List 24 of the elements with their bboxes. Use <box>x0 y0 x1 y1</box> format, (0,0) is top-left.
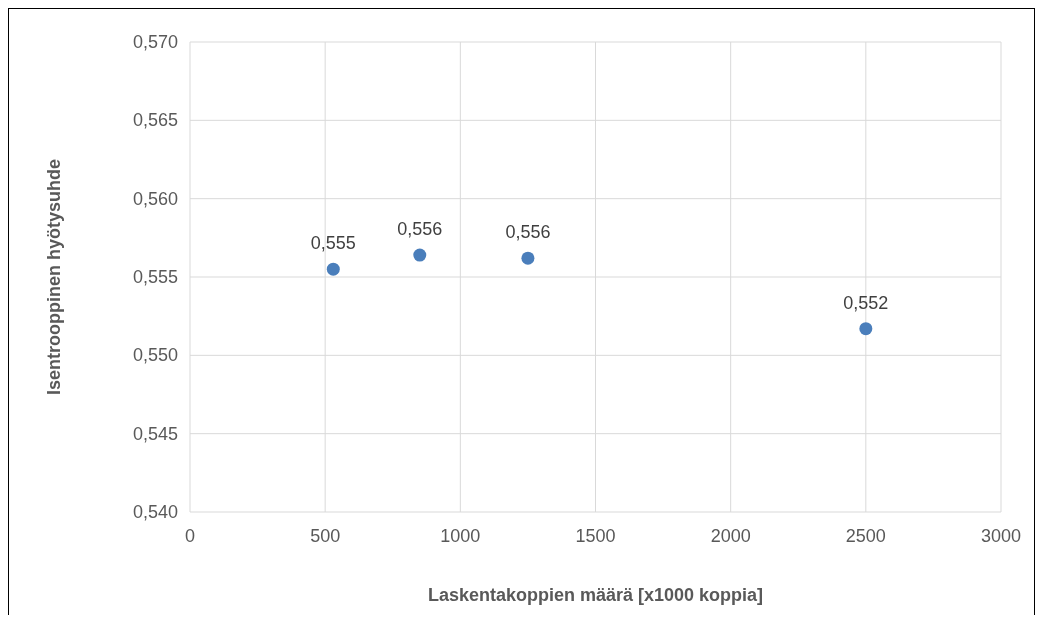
point <box>413 248 427 262</box>
y-tick-label: 0,550 <box>132 345 178 366</box>
y-tick-label: 0,555 <box>132 267 178 287</box>
point <box>859 322 873 336</box>
data-label: 0,552 <box>843 292 889 313</box>
y-tick-label: 0,570 <box>132 32 178 52</box>
x-tick-label: 3000 <box>980 526 1022 546</box>
x-axis-title: Laskentakoppien määrä [x1000 koppia] <box>427 585 764 605</box>
y-tick-label: 0,545 <box>132 423 178 444</box>
data-label: 0,556 <box>505 222 551 243</box>
point <box>521 251 535 265</box>
y-axis-title: Isentrooppinen hyötysuhde <box>44 158 64 396</box>
x-tick-label: 1500 <box>575 526 616 546</box>
x-tick-label: 0 <box>184 526 196 546</box>
x-tick-label: 500 <box>310 526 341 546</box>
data-label: 0,555 <box>310 233 356 254</box>
x-tick-label: 1000 <box>440 526 481 546</box>
data-label: 0,556 <box>397 219 443 240</box>
y-tick-label: 0,565 <box>132 110 178 131</box>
x-tick-label: 2000 <box>710 526 751 546</box>
y-tick-label: 0,560 <box>132 188 178 209</box>
x-tick-label: 2500 <box>845 526 886 546</box>
point <box>326 262 340 276</box>
y-tick-label: 0,540 <box>132 502 178 522</box>
